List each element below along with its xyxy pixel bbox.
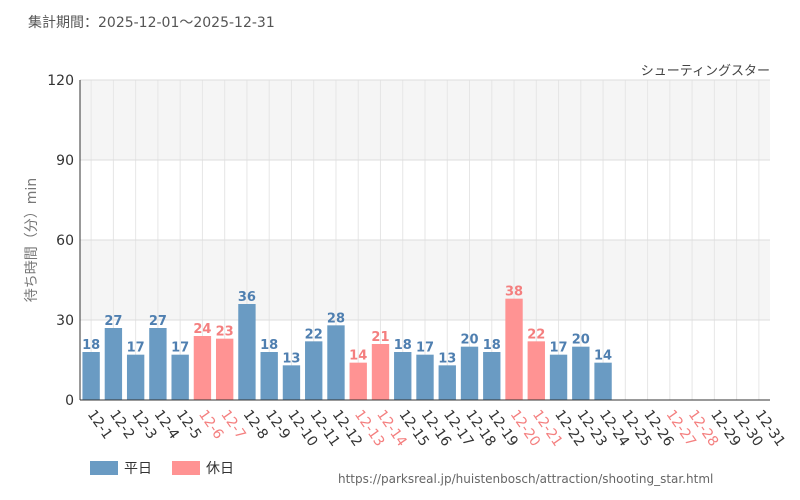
y-axis-label: 待ち時間（分）min: [24, 178, 40, 302]
bar: [461, 347, 478, 400]
data-label: 27: [149, 314, 167, 329]
legend-item-weekday: 平日: [90, 458, 152, 478]
bar: [216, 339, 233, 400]
bar: [594, 363, 611, 400]
data-label: 14: [594, 349, 612, 364]
chart: 18 27 17 27 17 24 23 36 18 13 22 28 14 21 18 17 13 20 18 38…: [0, 0, 800, 500]
bar: [261, 352, 278, 400]
y-tick-label: 30: [56, 313, 74, 329]
data-label: 17: [550, 341, 568, 356]
data-label: 13: [438, 351, 456, 366]
chart-title: シューティングスター: [641, 64, 770, 79]
data-label: 17: [127, 341, 145, 356]
bar: [238, 304, 255, 400]
bar: [149, 328, 166, 400]
data-label: 13: [282, 351, 300, 366]
data-label: 24: [193, 322, 211, 337]
bar: [327, 325, 344, 400]
bar: [550, 355, 567, 400]
data-label: 23: [216, 325, 234, 340]
bar: [194, 336, 211, 400]
data-label: 28: [327, 311, 345, 326]
bar: [439, 365, 456, 400]
y-tick-label: 0: [65, 393, 74, 409]
data-label: 22: [305, 327, 323, 342]
legend-swatch-holiday: [172, 461, 200, 475]
data-label: 21: [371, 330, 389, 345]
legend-label-weekday: 平日: [124, 458, 152, 478]
source-url: https://parksreal.jp/huistenbosch/attrac…: [338, 472, 713, 486]
data-label: 38: [505, 285, 523, 300]
data-label: 17: [416, 341, 434, 356]
data-label: 18: [394, 338, 412, 353]
bar: [416, 355, 433, 400]
bar: [394, 352, 411, 400]
legend: 平日 休日: [90, 458, 234, 478]
bar: [372, 344, 389, 400]
bar: [350, 363, 367, 400]
bar: [82, 352, 99, 400]
bar: [572, 347, 589, 400]
bar: [505, 299, 522, 400]
bar: [305, 341, 322, 400]
data-label: 22: [527, 327, 545, 342]
data-label: 18: [260, 338, 278, 353]
y-tick-label: 120: [47, 73, 74, 89]
data-label: 20: [572, 333, 590, 348]
data-label: 27: [104, 314, 122, 329]
bar: [127, 355, 144, 400]
legend-item-holiday: 休日: [172, 458, 234, 478]
bar: [171, 355, 188, 400]
bar: [528, 341, 545, 400]
y-tick-label: 90: [56, 153, 74, 169]
legend-label-holiday: 休日: [206, 458, 234, 478]
data-label: 36: [238, 290, 256, 305]
data-label: 18: [483, 338, 501, 353]
bar: [283, 365, 300, 400]
data-label: 20: [460, 333, 478, 348]
data-label: 14: [349, 349, 367, 364]
data-label: 18: [82, 338, 100, 353]
bar: [483, 352, 500, 400]
y-tick-label: 60: [56, 233, 74, 249]
legend-swatch-weekday: [90, 461, 118, 475]
bar: [105, 328, 122, 400]
data-label: 17: [171, 341, 189, 356]
